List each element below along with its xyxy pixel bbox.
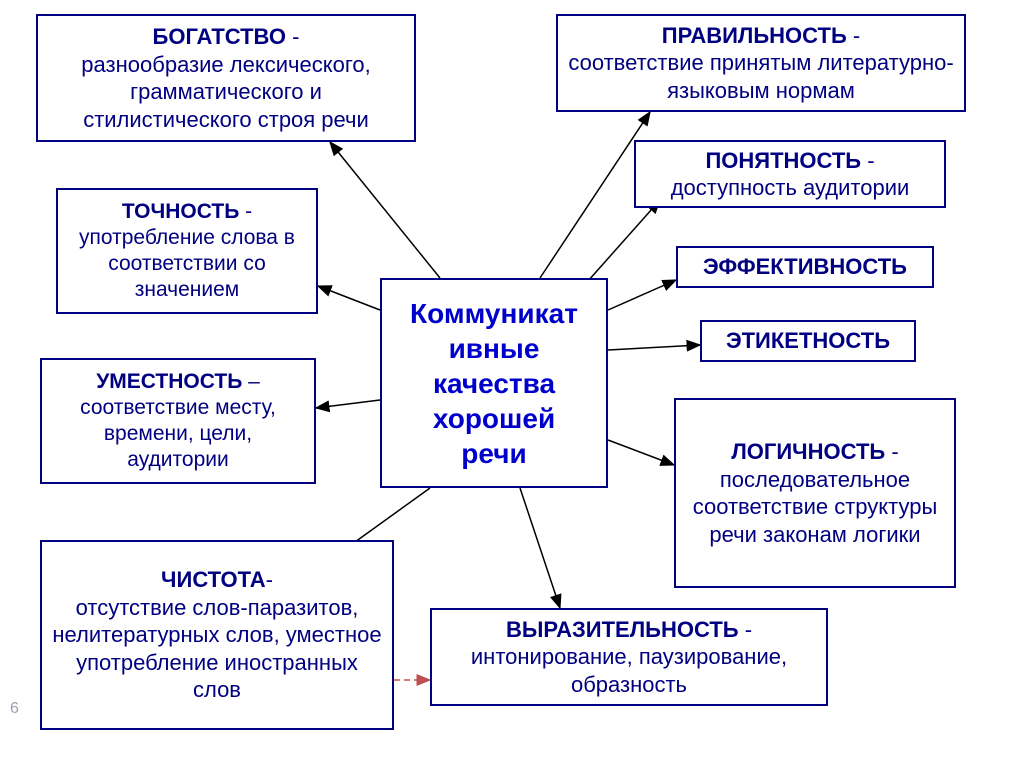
center-node: Коммуникативныекачествахорошейречи — [380, 278, 608, 488]
node-term: ЛОГИЧНОСТЬ — [731, 439, 885, 464]
node-term: ЧИСТОТА — [161, 567, 266, 592]
node-term: ПОНЯТНОСТЬ — [705, 148, 861, 173]
node-desc: употребление слова в соответствии со зна… — [68, 225, 306, 304]
node-desc: доступность аудитории — [671, 174, 910, 202]
node-tochnost: ТОЧНОСТЬ -употребление слова в соответст… — [56, 188, 318, 314]
node-term: ТОЧНОСТЬ — [122, 200, 239, 223]
node-umestnost: УМЕСТНОСТЬ –соответствие месту, времени,… — [40, 358, 316, 484]
node-pravilnost: ПРАВИЛЬНОСТЬ -соответствие принятым лите… — [556, 14, 966, 112]
node-term: ЭТИКЕТНОСТЬ — [726, 328, 890, 353]
node-term: ЭФФЕКТИВНОСТЬ — [703, 254, 907, 279]
node-desc: соответствие принятым литературно-языков… — [568, 49, 954, 104]
node-logichnost: ЛОГИЧНОСТЬ -последовательное соответстви… — [674, 398, 956, 588]
node-virazitelnost: ВЫРАЗИТЕЛЬНОСТЬ -интонирование, паузиров… — [430, 608, 828, 706]
page-number: 6 — [10, 700, 19, 718]
node-term: ПРАВИЛЬНОСТЬ — [662, 23, 847, 48]
node-etiketnost: ЭТИКЕТНОСТЬ — [700, 320, 916, 362]
node-effektivnost: ЭФФЕКТИВНОСТЬ — [676, 246, 934, 288]
node-term: ВЫРАЗИТЕЛЬНОСТЬ — [506, 617, 739, 642]
node-bogatstvo: БОГАТСТВО -разнообразие лексического, гр… — [36, 14, 416, 142]
node-ponyatnost: ПОНЯТНОСТЬ -доступность аудитории — [634, 140, 946, 208]
node-desc: соответствие месту, времени, цели, аудит… — [52, 395, 304, 474]
node-desc: интонирование, паузирование, образность — [442, 643, 816, 698]
node-term: УМЕСТНОСТЬ — [96, 370, 242, 393]
node-desc: последовательное соответствие структуры … — [686, 466, 944, 549]
node-desc: отсутствие слов-паразитов, нелитературны… — [52, 594, 382, 704]
node-desc: разнообразие лексического, грамматическо… — [48, 51, 404, 134]
node-chistota: ЧИСТОТА-отсутствие слов-паразитов, нелит… — [40, 540, 394, 730]
node-term: БОГАТСТВО — [153, 24, 286, 49]
